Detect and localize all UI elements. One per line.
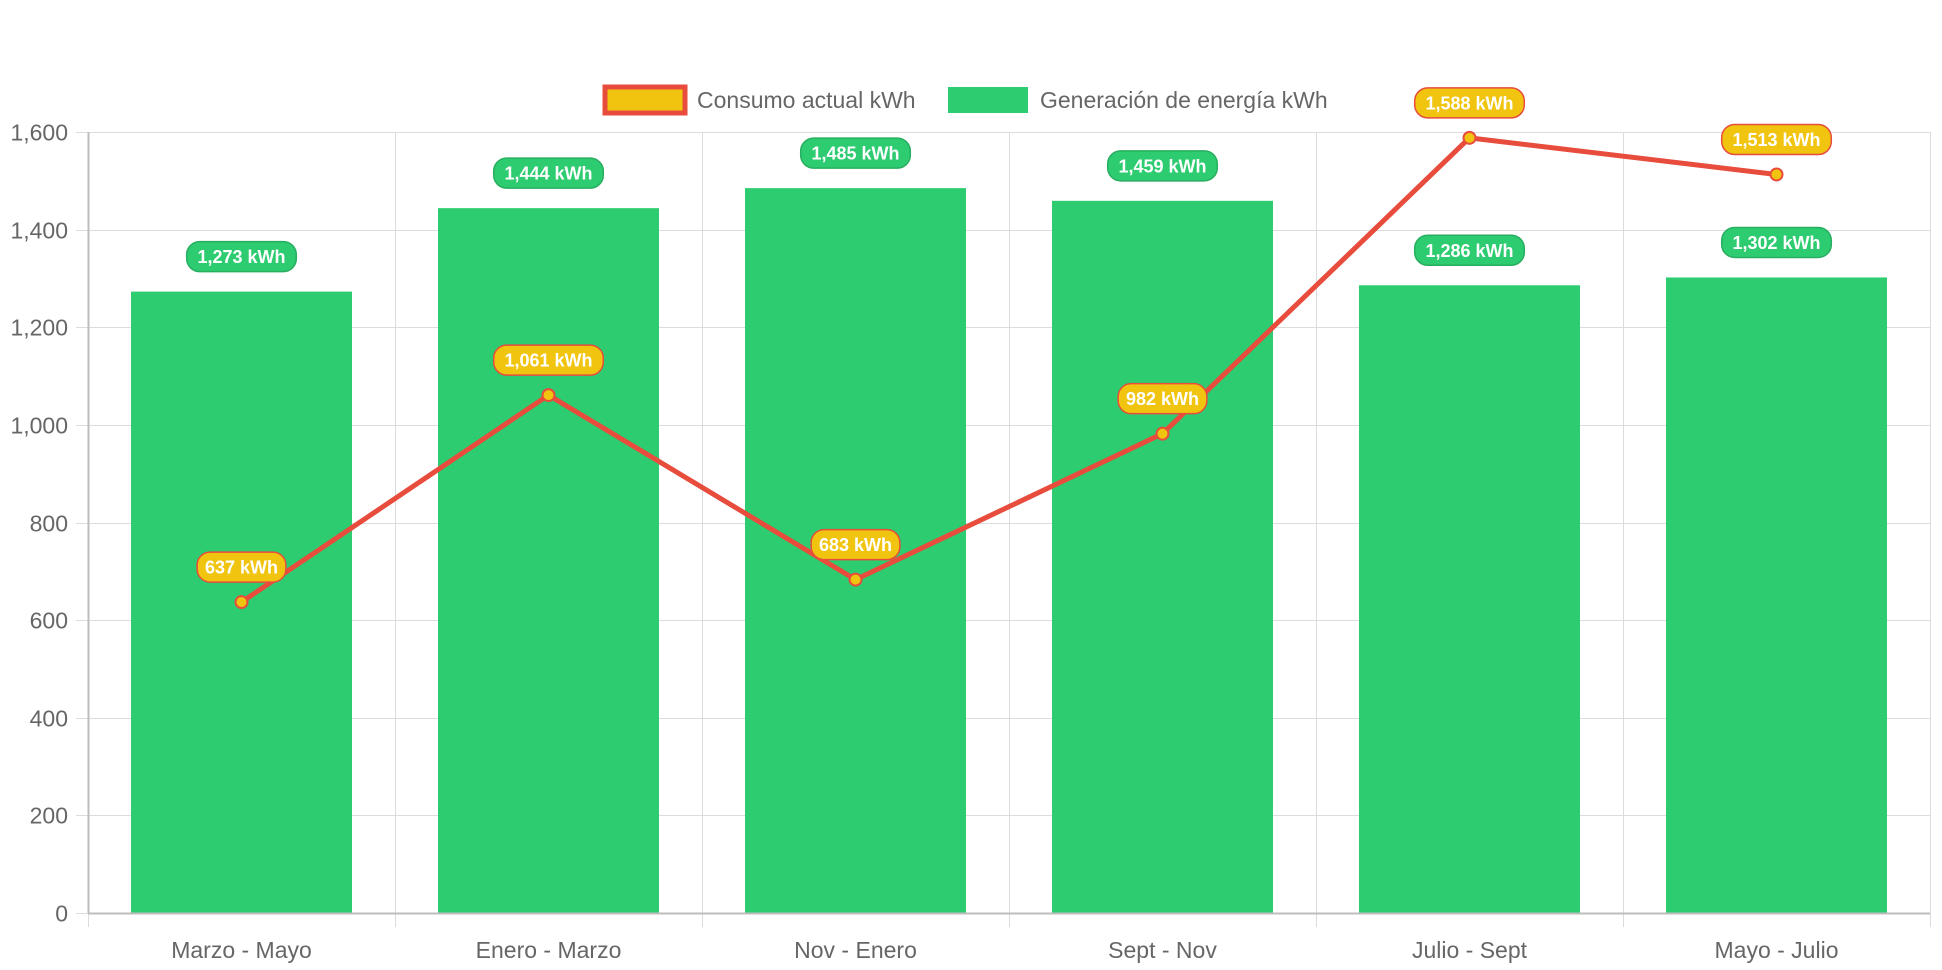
bar-value-label: 1,286 kWh	[1425, 241, 1513, 261]
bar-value-label: 1,444 kWh	[504, 164, 592, 184]
legend: Consumo actual kWh Generación de energía …	[602, 84, 1328, 116]
grid-layer	[76, 131, 1932, 927]
line-layer	[234, 130, 1784, 610]
bar	[438, 208, 659, 913]
bar-value-label-bg	[799, 137, 912, 169]
line-point	[1155, 426, 1170, 441]
y-tick-label: 200	[30, 803, 68, 829]
bar	[1666, 277, 1887, 913]
y-tick-label: 1,600	[10, 120, 68, 146]
y-tick-label: 0	[55, 901, 68, 927]
bar-value-label: 1,273 kWh	[197, 247, 285, 267]
bar-value-label: 1,459 kWh	[1118, 156, 1206, 176]
data-label-layer: 1,273 kWh 1,444 kWh 1,485 kWh 1,459 kWh 1,28…	[185, 87, 1833, 583]
bar-value-label-bg	[185, 240, 298, 273]
y-tick-label: 1,200	[10, 315, 68, 341]
line-value-label-bg	[1720, 123, 1833, 156]
y-tick-label: 600	[30, 608, 68, 634]
x-tick-label: Sept - Nov	[1108, 937, 1217, 963]
y-tick-label: 800	[30, 511, 68, 537]
bar-value-label-bg	[492, 157, 605, 189]
y-tick-label: 1,000	[10, 413, 68, 439]
x-tick-label: Marzo - Mayo	[171, 937, 312, 963]
line-value-label: 982 kWh	[1126, 389, 1199, 409]
line-value-label: 1,588 kWh	[1425, 93, 1513, 113]
line-value-label-bg	[196, 551, 287, 583]
bar	[1359, 285, 1580, 913]
line-point	[541, 388, 556, 403]
line-point	[234, 595, 249, 610]
consumption-line	[240, 135, 1777, 605]
line-value-label: 1,513 kWh	[1732, 130, 1820, 150]
legend-swatch-generacion	[948, 87, 1028, 113]
bar	[1052, 200, 1273, 913]
bar-value-label: 1,485 kWh	[811, 144, 899, 164]
line-value-label: 683 kWh	[819, 535, 892, 555]
x-tick-label: Julio - Sept	[1412, 937, 1528, 963]
x-tick-label: Enero - Marzo	[476, 937, 622, 963]
legend-label-consumo: Consumo actual kWh	[697, 87, 916, 113]
line-value-label-bg	[1413, 87, 1526, 119]
legend-swatch-consumo	[602, 84, 688, 116]
y-tick-label: 1,400	[10, 218, 68, 244]
x-tick-label: Nov - Enero	[794, 937, 917, 963]
bar-value-label-bg	[1720, 226, 1833, 259]
legend-label-generacion: Generación de energía kWh	[1040, 87, 1328, 113]
bar-value-label-bg	[1413, 234, 1526, 267]
bar-value-label-bg	[1106, 150, 1219, 182]
x-tick-label: Mayo - Julio	[1715, 937, 1839, 963]
bar-value-label: 1,302 kWh	[1732, 233, 1820, 253]
line-value-label: 1,061 kWh	[504, 351, 592, 371]
y-tick-label: 400	[30, 706, 68, 732]
line-point	[1462, 130, 1477, 145]
bar-layer	[131, 188, 1887, 913]
line-value-label: 637 kWh	[205, 558, 278, 578]
axis-layer: 0 200 400 600 800 1,000 1,200 1,400 1,600 Marzo -…	[10, 120, 1930, 963]
line-point	[1769, 167, 1784, 182]
line-point	[848, 572, 863, 587]
line-value-label-bg	[1117, 382, 1208, 415]
line-value-label-bg	[492, 344, 605, 376]
line-value-label-bg	[810, 528, 901, 561]
